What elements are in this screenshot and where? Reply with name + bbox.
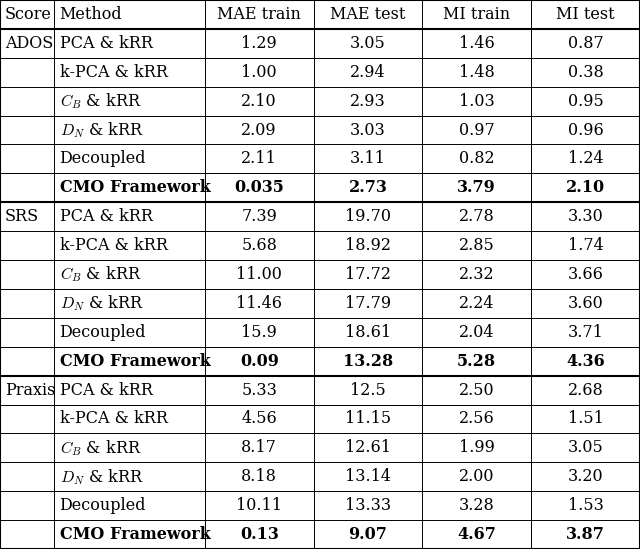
Text: 1.74: 1.74	[568, 237, 604, 254]
Text: 13.33: 13.33	[345, 497, 391, 514]
Text: 5.28: 5.28	[457, 352, 497, 369]
Text: 1.48: 1.48	[459, 64, 495, 81]
Text: 5.33: 5.33	[241, 382, 277, 399]
Text: 3.05: 3.05	[350, 35, 386, 52]
Text: 12.5: 12.5	[350, 382, 386, 399]
Text: $C_B$ & kRR: $C_B$ & kRR	[60, 265, 141, 284]
Text: 17.79: 17.79	[345, 295, 391, 312]
Text: $D_N$ & kRR: $D_N$ & kRR	[60, 120, 143, 140]
Text: PCA & kRR: PCA & kRR	[60, 35, 152, 52]
Text: 1.51: 1.51	[568, 411, 604, 428]
Text: $C_B$ & kRR: $C_B$ & kRR	[60, 438, 141, 458]
Text: 11.46: 11.46	[236, 295, 282, 312]
Text: 1.00: 1.00	[241, 64, 277, 81]
Text: 11.00: 11.00	[236, 266, 282, 283]
Text: 2.56: 2.56	[459, 411, 495, 428]
Text: 2.24: 2.24	[459, 295, 495, 312]
Text: 4.56: 4.56	[241, 411, 277, 428]
Text: PCA & kRR: PCA & kRR	[60, 208, 152, 225]
Text: 11.15: 11.15	[345, 411, 391, 428]
Text: k-PCA & kRR: k-PCA & kRR	[60, 411, 168, 428]
Text: 8.18: 8.18	[241, 468, 277, 485]
Text: Method: Method	[60, 6, 122, 23]
Text: ADOS: ADOS	[5, 35, 53, 52]
Text: MI train: MI train	[444, 6, 510, 23]
Text: 10.11: 10.11	[236, 497, 282, 514]
Text: 2.10: 2.10	[241, 93, 277, 110]
Text: 3.03: 3.03	[350, 121, 386, 138]
Text: 18.92: 18.92	[345, 237, 391, 254]
Text: 9.07: 9.07	[349, 526, 387, 543]
Text: Decoupled: Decoupled	[60, 324, 146, 341]
Text: 12.61: 12.61	[345, 439, 391, 456]
Text: MAE train: MAE train	[217, 6, 301, 23]
Text: Praxis: Praxis	[5, 382, 56, 399]
Text: 2.00: 2.00	[459, 468, 495, 485]
Text: MAE test: MAE test	[330, 6, 406, 23]
Text: $D_N$ & kRR: $D_N$ & kRR	[60, 467, 143, 486]
Text: 3.28: 3.28	[459, 497, 495, 514]
Text: $D_N$ & kRR: $D_N$ & kRR	[60, 294, 143, 313]
Text: PCA & kRR: PCA & kRR	[60, 382, 152, 399]
Text: 3.20: 3.20	[568, 468, 604, 485]
Text: 0.13: 0.13	[240, 526, 278, 543]
Text: 2.93: 2.93	[350, 93, 386, 110]
Text: 2.50: 2.50	[459, 382, 495, 399]
Text: 3.60: 3.60	[568, 295, 604, 312]
Text: 3.71: 3.71	[568, 324, 604, 341]
Text: 2.68: 2.68	[568, 382, 604, 399]
Text: 0.96: 0.96	[568, 121, 604, 138]
Text: 1.03: 1.03	[459, 93, 495, 110]
Text: 3.79: 3.79	[458, 180, 496, 197]
Text: 0.82: 0.82	[459, 150, 495, 167]
Text: Decoupled: Decoupled	[60, 150, 146, 167]
Text: 17.72: 17.72	[345, 266, 391, 283]
Text: 7.39: 7.39	[241, 208, 277, 225]
Text: 2.94: 2.94	[350, 64, 386, 81]
Text: 2.32: 2.32	[459, 266, 495, 283]
Text: 0.97: 0.97	[459, 121, 495, 138]
Text: CMO Framework: CMO Framework	[60, 526, 211, 543]
Text: 15.9: 15.9	[241, 324, 277, 341]
Text: 3.30: 3.30	[568, 208, 604, 225]
Text: 3.87: 3.87	[566, 526, 605, 543]
Text: 2.09: 2.09	[241, 121, 277, 138]
Text: 0.87: 0.87	[568, 35, 604, 52]
Text: 3.11: 3.11	[350, 150, 386, 167]
Text: 19.70: 19.70	[345, 208, 391, 225]
Text: 1.99: 1.99	[459, 439, 495, 456]
Text: 18.61: 18.61	[345, 324, 391, 341]
Text: 2.10: 2.10	[566, 180, 605, 197]
Text: 1.24: 1.24	[568, 150, 604, 167]
Text: Score: Score	[5, 6, 52, 23]
Text: 3.05: 3.05	[568, 439, 604, 456]
Text: CMO Framework: CMO Framework	[60, 180, 211, 197]
Text: 1.46: 1.46	[459, 35, 495, 52]
Text: 4.67: 4.67	[458, 526, 496, 543]
Text: 0.38: 0.38	[568, 64, 604, 81]
Text: 5.68: 5.68	[241, 237, 277, 254]
Text: 1.53: 1.53	[568, 497, 604, 514]
Text: MI test: MI test	[556, 6, 615, 23]
Text: 0.09: 0.09	[240, 352, 278, 369]
Text: 2.11: 2.11	[241, 150, 277, 167]
Text: $C_B$ & kRR: $C_B$ & kRR	[60, 91, 141, 111]
Text: k-PCA & kRR: k-PCA & kRR	[60, 64, 168, 81]
Text: 2.04: 2.04	[459, 324, 495, 341]
Text: 2.85: 2.85	[459, 237, 495, 254]
Text: 3.66: 3.66	[568, 266, 604, 283]
Text: CMO Framework: CMO Framework	[60, 352, 211, 369]
Text: SRS: SRS	[5, 208, 39, 225]
Text: 4.36: 4.36	[566, 352, 605, 369]
Text: 0.035: 0.035	[234, 180, 284, 197]
Text: 13.14: 13.14	[345, 468, 391, 485]
Text: 13.28: 13.28	[343, 352, 393, 369]
Text: 1.29: 1.29	[241, 35, 277, 52]
Text: 2.73: 2.73	[349, 180, 387, 197]
Text: k-PCA & kRR: k-PCA & kRR	[60, 237, 168, 254]
Text: Decoupled: Decoupled	[60, 497, 146, 514]
Text: 0.95: 0.95	[568, 93, 604, 110]
Text: 8.17: 8.17	[241, 439, 277, 456]
Text: 2.78: 2.78	[459, 208, 495, 225]
